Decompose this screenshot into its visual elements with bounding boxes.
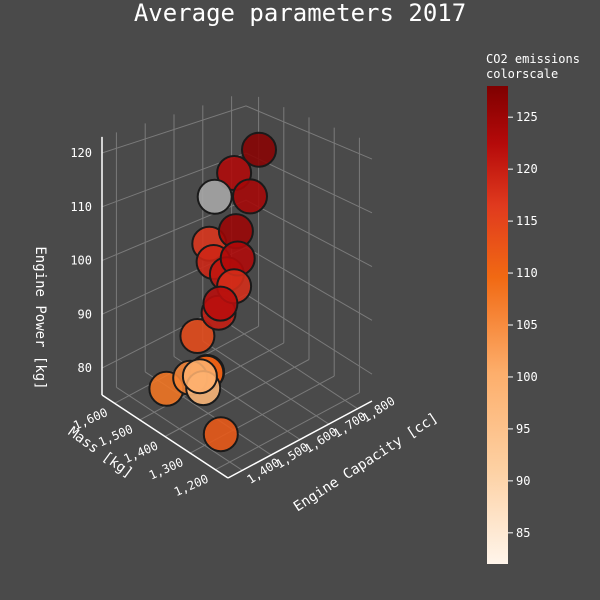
colorbar-tick-label: 115 [516, 214, 538, 228]
z-axis-label: Engine Power [kg] [32, 246, 48, 389]
z-tick-label: 100 [70, 254, 92, 268]
colorbar-tick-label: 125 [516, 110, 538, 124]
grid-line [164, 359, 310, 437]
data-point[interactable] [241, 131, 277, 168]
colorbar-title-line1: CO2 emissions [486, 52, 580, 66]
data-point[interactable] [232, 178, 268, 215]
x-axis-line [227, 400, 373, 479]
colorbar: CO2 emissions colorscale 85 90 95 100 105 110… [486, 52, 580, 564]
data-point[interactable] [179, 318, 216, 354]
x-tick-label: 1,800 [360, 394, 398, 425]
colorbar-tick-label: 95 [516, 422, 530, 436]
colorbar-tick-label: 85 [516, 526, 530, 540]
x-axis-label: Engine Capacity [cc] [291, 410, 441, 515]
colorbar-tick-label: 105 [516, 318, 538, 332]
z-tick-label: 80 [78, 361, 92, 375]
data-point[interactable] [196, 178, 233, 215]
colorbar-title-line2: colorscale [486, 67, 558, 81]
grid-line [101, 105, 373, 160]
z-tick-label: 90 [78, 307, 92, 321]
colorbar-tick-label: 90 [516, 474, 530, 488]
colorbar-tick-label: 120 [516, 162, 538, 176]
z-tick-label: 120 [70, 146, 92, 160]
z-tick-label: 110 [70, 200, 92, 214]
data-point[interactable] [202, 285, 239, 322]
data-markers [148, 131, 277, 453]
colorbar-tick-label: 100 [516, 370, 538, 384]
colorbar-tick-label: 110 [516, 266, 538, 280]
colorbar-ticks: 85 90 95 100 105 110 115 120 125 [508, 110, 538, 540]
grid-line [215, 392, 360, 471]
y-tick-label: 1,300 [147, 455, 186, 482]
data-point[interactable] [181, 358, 218, 395]
colorbar-gradient [487, 86, 508, 564]
y-axis-line [101, 394, 229, 479]
y-tick-label: 1,200 [172, 472, 211, 499]
chart-title: Average parameters 2017 [134, 0, 466, 27]
data-point[interactable] [202, 416, 239, 453]
